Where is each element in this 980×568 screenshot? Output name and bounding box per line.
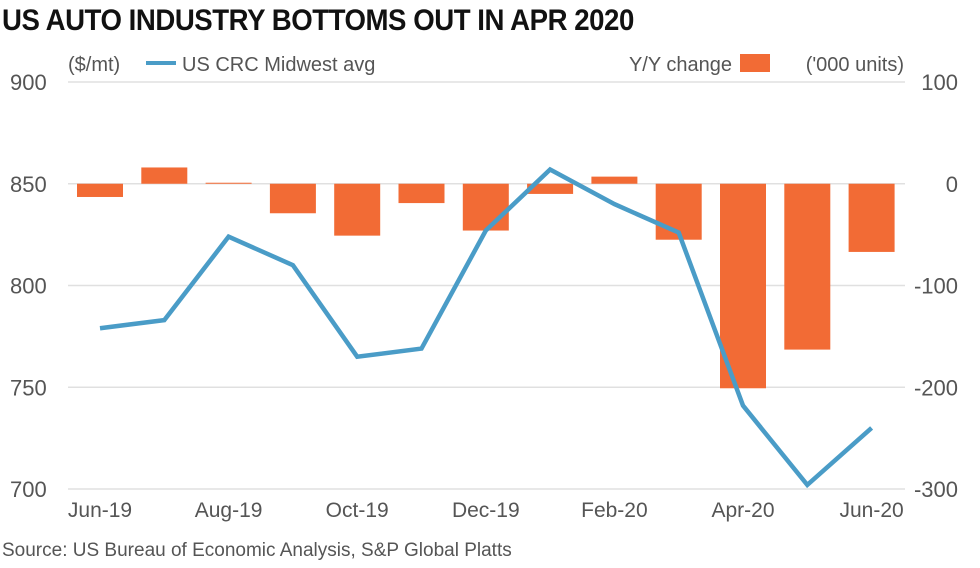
x-axis-tick-label: Jun-19 <box>68 499 132 522</box>
bar-Jul-19 <box>141 167 188 184</box>
x-axis-tick-label: Oct-19 <box>326 499 389 522</box>
x-axis-tick-label: Aug-19 <box>195 499 263 522</box>
bar-Oct-19 <box>334 183 381 236</box>
bar-Sep-19 <box>269 183 316 214</box>
bar-Jan-20 <box>527 183 574 194</box>
bar-May-20 <box>784 183 831 350</box>
bar-Feb-20 <box>591 176 638 184</box>
x-axis-tick-label: Feb-20 <box>581 499 648 522</box>
left-axis-tick-label: 800 <box>10 274 47 299</box>
right-axis-tick-label: -200 <box>914 375 958 400</box>
bar-Apr-20 <box>720 183 766 389</box>
left-axis-tick-label: 750 <box>10 375 47 400</box>
x-axis-tick-label: Dec-19 <box>452 499 520 522</box>
left-axis-unit: ($/mt) <box>68 54 120 76</box>
chart-title: US AUTO INDUSTRY BOTTOMS OUT IN APR 2020 <box>2 4 634 37</box>
bar-Dec-19 <box>462 183 509 231</box>
legend-bar-swatch <box>740 54 770 72</box>
right-axis-unit: ('000 units) <box>806 54 904 76</box>
x-axis-tick-label: Apr-20 <box>711 499 774 522</box>
bar-Nov-19 <box>398 183 445 204</box>
bar-Aug-19 <box>205 182 252 184</box>
right-axis-tick-label: 0 <box>946 172 958 197</box>
source-note: Source: US Bureau of Economic Analysis, … <box>2 540 512 561</box>
legend-bar-label: Y/Y change <box>629 54 732 76</box>
left-axis-tick-label: 900 <box>10 70 47 95</box>
chart-svg: 700 750 800 850 900 -300 -200 -100 0 100 Jun-19 Aug… <box>10 54 958 522</box>
right-axis-tick-label: 100 <box>921 70 958 95</box>
legend-line-label: US CRC Midwest avg <box>182 54 375 76</box>
right-axis-tick-label: -300 <box>914 477 958 502</box>
left-axis-tick-label: 850 <box>10 172 47 197</box>
right-axis-tick-label: -100 <box>914 274 958 299</box>
bar-Jun-20 <box>848 183 895 252</box>
x-axis-tick-label: Jun-20 <box>839 499 903 522</box>
left-axis-tick-label: 700 <box>10 477 47 502</box>
bar-Jun-19 <box>77 183 123 197</box>
